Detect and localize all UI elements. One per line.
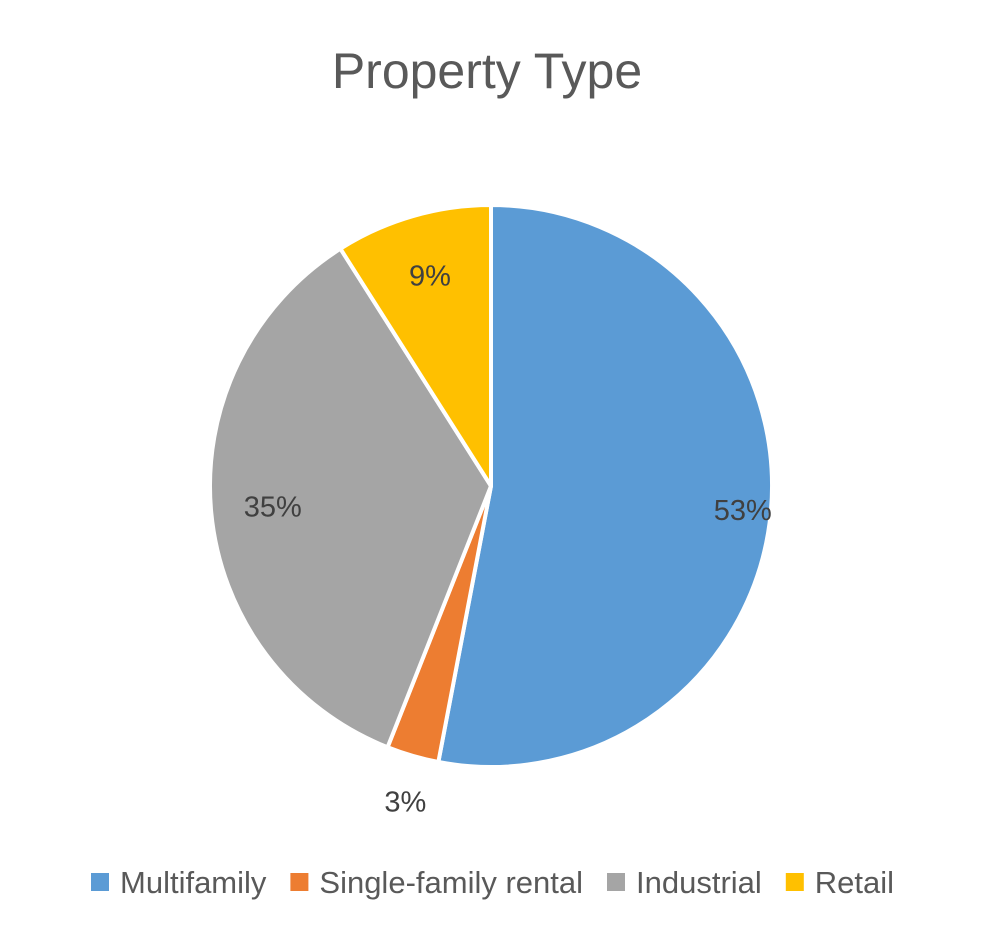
legend-label-single-family-rental: Single-family rental: [319, 865, 583, 900]
legend-swatch-retail: [785, 873, 804, 891]
legend-label-retail: Retail: [815, 865, 894, 900]
legend-item-single-family-rental: Single-family rental: [290, 865, 583, 900]
chart-legend: Multifamily Single-family rental Industria…: [91, 865, 894, 900]
pie-slices: [208, 203, 774, 769]
legend-swatch-industrial: [607, 873, 625, 891]
pie-slice-multifamily: [436, 203, 774, 769]
legend-swatch-single-family-rental: [290, 873, 309, 891]
legend-swatch-multifamily: [91, 873, 109, 891]
pie-slice-retail: [338, 203, 493, 488]
legend-item-multifamily: Multifamily: [91, 865, 267, 900]
pie-slice-industrial: [208, 246, 493, 750]
legend-label-multifamily: Multifamily: [120, 865, 267, 900]
legend-item-retail: Retail: [785, 865, 894, 900]
data-label-multifamily: 53%: [714, 495, 772, 527]
data-label-single-family-rental: 3%: [384, 787, 426, 819]
legend-item-industrial: Industrial: [607, 865, 762, 900]
data-label-retail: 9%: [409, 261, 451, 293]
pie-data-labels: 53% 3% 35% 9%: [244, 261, 772, 819]
legend-label-industrial: Industrial: [636, 865, 762, 900]
data-label-industrial: 35%: [244, 492, 302, 524]
chart-title: Property Type: [332, 43, 642, 99]
